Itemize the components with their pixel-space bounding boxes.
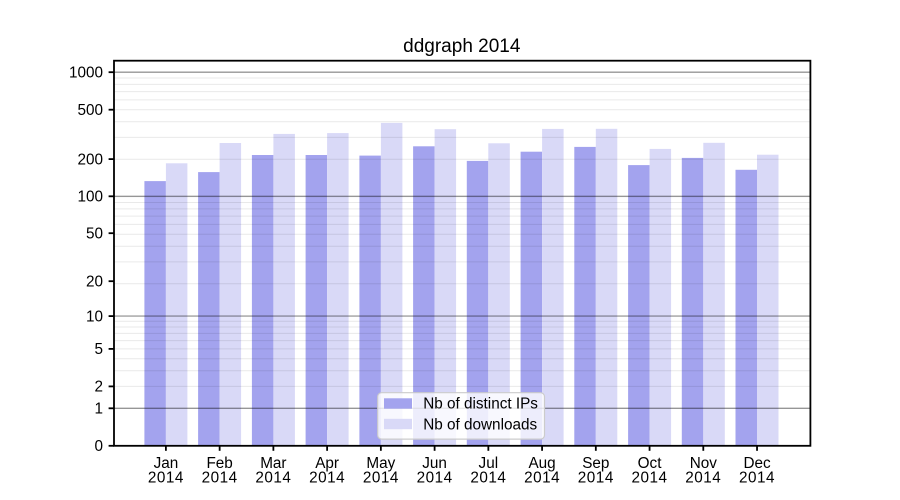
svg-text:Nov: Nov (690, 455, 718, 472)
svg-text:2014: 2014 (417, 470, 453, 487)
svg-text:Jul: Jul (479, 455, 499, 472)
svg-text:2014: 2014 (685, 470, 721, 487)
svg-text:2014: 2014 (524, 470, 560, 487)
svg-text:Jan: Jan (154, 455, 179, 472)
svg-text:200: 200 (77, 151, 103, 168)
svg-text:2014: 2014 (148, 470, 184, 487)
svg-text:May: May (366, 455, 395, 472)
svg-text:20: 20 (86, 274, 103, 291)
svg-text:2014: 2014 (363, 470, 399, 487)
svg-text:1: 1 (94, 401, 103, 418)
svg-text:Apr: Apr (315, 455, 339, 472)
svg-text:Nb of downloads: Nb of downloads (423, 416, 537, 433)
svg-text:2014: 2014 (470, 470, 506, 487)
svg-text:ddgraph 2014: ddgraph 2014 (403, 36, 521, 57)
svg-text:Aug: Aug (528, 455, 555, 472)
svg-text:5: 5 (94, 341, 103, 358)
svg-text:Nb of distinct IPs: Nb of distinct IPs (423, 395, 538, 412)
svg-text:2014: 2014 (739, 470, 775, 487)
svg-text:50: 50 (86, 226, 103, 243)
svg-text:500: 500 (77, 102, 103, 119)
svg-text:2: 2 (94, 379, 103, 396)
svg-text:0: 0 (94, 438, 103, 455)
svg-text:Dec: Dec (743, 455, 771, 472)
svg-text:2014: 2014 (309, 470, 345, 487)
svg-text:2014: 2014 (202, 470, 238, 487)
svg-text:2014: 2014 (578, 470, 614, 487)
svg-text:Feb: Feb (206, 455, 232, 472)
svg-text:1000: 1000 (69, 65, 103, 82)
svg-text:Jun: Jun (422, 455, 447, 472)
svg-text:10: 10 (86, 308, 103, 325)
svg-text:Oct: Oct (638, 455, 663, 472)
svg-text:2014: 2014 (632, 470, 668, 487)
svg-text:100: 100 (77, 189, 103, 206)
svg-text:Mar: Mar (260, 455, 286, 472)
svg-text:Sep: Sep (582, 455, 609, 472)
svg-text:2014: 2014 (255, 470, 291, 487)
